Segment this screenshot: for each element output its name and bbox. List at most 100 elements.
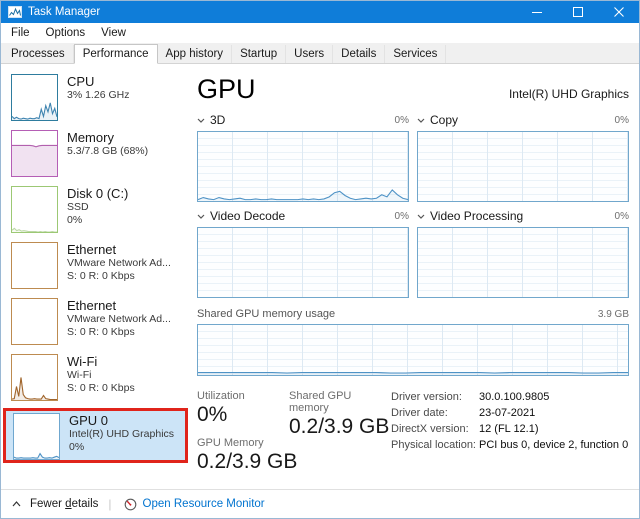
minimize-icon — [531, 12, 542, 13]
close-icon — [613, 7, 624, 17]
sidebar-item-title: Disk 0 (C:) — [67, 186, 129, 201]
window-title: Task Manager — [28, 6, 101, 18]
shared-memory-label: Shared GPU memory — [289, 390, 352, 414]
sidebar-item-disk0[interactable]: Disk 0 (C:) SSD 0% — [1, 186, 191, 233]
directx-version-value: 12 (FL 12.1) — [479, 423, 539, 435]
sidebar-item-cpu[interactable]: CPU 3% 1.26 GHz — [1, 74, 191, 121]
sidebar-item-sub: Intel(R) UHD Graphics — [69, 428, 175, 440]
gpu-memory-label: GPU Memory — [197, 437, 264, 449]
performance-content: CPU 3% 1.26 GHz Memory 5.3/7.8 GB (68%) — [1, 64, 639, 489]
sidebar-item-sub: VMware Network Ad... — [67, 313, 171, 325]
sidebar-item-sub: S: 0 R: 0 Kbps — [67, 270, 135, 282]
chart-3d[interactable] — [197, 131, 409, 202]
chart-value-video-processing: 0% — [614, 210, 629, 222]
sidebar-item-sub: S: 0 R: 0 Kbps — [67, 382, 135, 394]
close-button[interactable] — [598, 1, 639, 23]
utilization-value: 0% — [197, 403, 228, 426]
maximize-button[interactable] — [557, 1, 598, 23]
tab-services[interactable]: Services — [385, 45, 447, 63]
red-highlight-annotation: GPU 0 Intel(R) UHD Graphics 0% — [3, 408, 188, 463]
cpu-thumbnail-chart — [11, 74, 58, 121]
ethernet-thumbnail-chart — [11, 298, 58, 345]
shared-memory-value: 0.2/3.9 GB — [289, 415, 390, 438]
tab-processes[interactable]: Processes — [3, 45, 74, 63]
open-resource-monitor-label: Open Resource Monitor — [142, 498, 265, 510]
chart-video-processing[interactable] — [417, 227, 629, 298]
sidebar-item-title: Memory — [67, 130, 114, 145]
footer-divider: | — [108, 497, 112, 511]
sidebar-item-sub: S: 0 R: 0 Kbps — [67, 326, 135, 338]
wifi-thumbnail-chart — [11, 354, 58, 401]
maximize-icon — [572, 7, 583, 17]
sidebar-item-title: Wi-Fi — [67, 354, 98, 369]
shared-memory-chart-label: Shared GPU memory usage — [197, 308, 336, 320]
disk-thumbnail-chart — [11, 186, 58, 233]
statusbar: Fewer details | Open Resource Monitor — [1, 489, 639, 518]
driver-date-label: Driver date: — [391, 407, 448, 419]
gpu-detail-pane: GPU Intel(R) UHD Graphics 3D 0% Copy 0% — [191, 64, 639, 489]
ethernet-thumbnail-chart — [11, 242, 58, 289]
sidebar-item-ethernet-2[interactable]: Ethernet VMware Network Ad... S: 0 R: 0 … — [1, 298, 191, 345]
sidebar-item-memory[interactable]: Memory 5.3/7.8 GB (68%) — [1, 130, 191, 177]
resource-monitor-icon — [124, 498, 136, 510]
directx-version-label: DirectX version: — [391, 423, 469, 435]
sidebar-item-ethernet-1[interactable]: Ethernet VMware Network Ad... S: 0 R: 0 … — [1, 242, 191, 289]
menu-file[interactable]: File — [11, 27, 30, 39]
physical-location-label: Physical location: — [391, 439, 476, 451]
chart-title-3d: 3D — [210, 113, 226, 127]
sidebar-item-sub: VMware Network Ad... — [67, 257, 171, 269]
chart-copy[interactable] — [417, 131, 629, 202]
chart-value-copy: 0% — [614, 114, 629, 126]
sidebar-item-wifi[interactable]: Wi-Fi Wi-Fi S: 0 R: 0 Kbps — [1, 354, 191, 401]
chart-title-copy: Copy — [430, 113, 459, 127]
chevron-down-icon[interactable] — [197, 214, 205, 219]
sidebar-item-sub: 5.3/7.8 GB (68%) — [67, 145, 149, 157]
shared-memory-chart-max: 3.9 GB — [597, 308, 629, 320]
sidebar-item-sub: 0% — [69, 441, 85, 453]
fewer-details-label: Fewer details — [30, 498, 99, 510]
driver-date-value: 23-07-2021 — [479, 407, 536, 419]
chevron-down-icon[interactable] — [417, 118, 425, 123]
open-resource-monitor-link[interactable]: Open Resource Monitor — [120, 495, 269, 514]
tab-strip: Processes Performance App history Startu… — [1, 43, 639, 64]
driver-version-label: Driver version: — [391, 391, 462, 403]
menubar: File Options View — [1, 23, 639, 43]
gpu-stats: Utilization 0% GPU Memory 0.2/3.9 GB Sha… — [197, 390, 629, 484]
app-icon — [8, 6, 22, 18]
sidebar-item-title: CPU — [67, 74, 95, 89]
sidebar-item-sub: 3% 1.26 GHz — [67, 89, 130, 101]
tab-app-history[interactable]: App history — [158, 45, 233, 63]
tab-users[interactable]: Users — [286, 45, 334, 63]
memory-thumbnail-chart — [11, 130, 58, 177]
titlebar: Task Manager — [1, 1, 639, 23]
chart-value-3d: 0% — [394, 114, 409, 126]
performance-sidebar: CPU 3% 1.26 GHz Memory 5.3/7.8 GB (68%) — [1, 64, 191, 489]
chevron-down-icon[interactable] — [197, 118, 205, 123]
chart-title-video-decode: Video Decode — [210, 209, 286, 223]
sidebar-item-sub: SSD — [67, 201, 89, 213]
driver-version-value: 30.0.100.9805 — [479, 391, 550, 403]
chart-title-video-processing: Video Processing — [430, 209, 524, 223]
menu-view[interactable]: View — [101, 27, 126, 39]
chevron-down-icon[interactable] — [417, 214, 425, 219]
minimize-button[interactable] — [516, 1, 557, 23]
chevron-up-icon — [12, 501, 21, 507]
gpu-name: Intel(R) UHD Graphics — [508, 87, 629, 101]
tab-performance[interactable]: Performance — [73, 44, 158, 64]
tab-details[interactable]: Details — [333, 45, 386, 63]
sidebar-item-title: Ethernet — [67, 242, 117, 257]
physical-location-value: PCI bus 0, device 2, function 0 — [479, 439, 629, 451]
sidebar-item-sub: 0% — [67, 214, 83, 226]
sidebar-item-gpu0[interactable]: GPU 0 Intel(R) UHD Graphics 0% — [6, 411, 185, 460]
page-title: GPU — [197, 74, 256, 104]
fewer-details-button[interactable]: Fewer details — [12, 495, 104, 513]
sidebar-item-sub: Wi-Fi — [67, 369, 92, 381]
tab-startup[interactable]: Startup — [232, 45, 287, 63]
chart-shared-gpu-memory[interactable] — [197, 324, 629, 376]
sidebar-item-title: GPU 0 — [69, 413, 109, 428]
gpu-memory-value: 0.2/3.9 GB — [197, 450, 298, 473]
menu-options[interactable]: Options — [45, 27, 86, 39]
gpu-thumbnail-chart — [13, 413, 60, 460]
chart-video-decode[interactable] — [197, 227, 409, 298]
